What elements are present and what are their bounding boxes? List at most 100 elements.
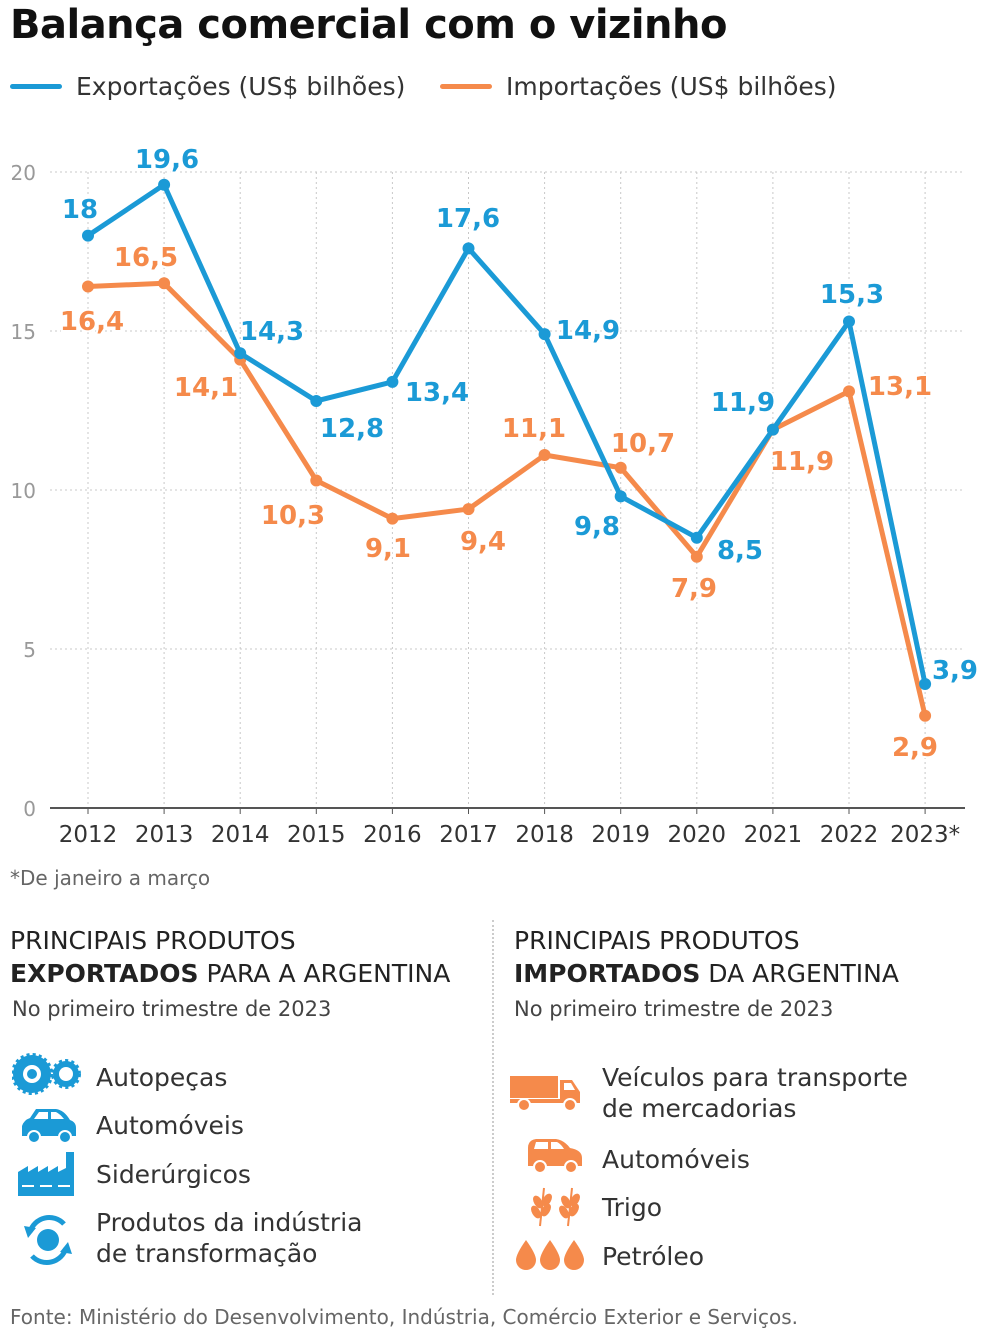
x-tick-label: 2014 bbox=[211, 822, 270, 848]
x-tick-label: 2019 bbox=[591, 822, 650, 848]
data-label-exports: 17,6 bbox=[436, 204, 500, 234]
gears-icon bbox=[12, 1053, 81, 1095]
data-label-exports: 15,3 bbox=[820, 280, 884, 310]
data-point-exports bbox=[690, 531, 703, 544]
data-label-imports: 9,1 bbox=[365, 534, 411, 564]
exports-heading-bold: EXPORTADOS bbox=[10, 959, 199, 988]
data-label-imports: 16,4 bbox=[60, 307, 124, 337]
legend-exports: Exportações (US$ bilhões) bbox=[10, 72, 405, 101]
y-tick-label: 15 bbox=[11, 320, 36, 344]
data-point-exports bbox=[158, 178, 171, 191]
car-icon bbox=[22, 1109, 76, 1144]
data-point-imports bbox=[690, 550, 703, 563]
data-point-exports bbox=[843, 315, 855, 328]
data-point-imports bbox=[919, 709, 932, 722]
data-label-imports: 10,7 bbox=[611, 429, 675, 459]
wheat-icon bbox=[531, 1187, 580, 1227]
legend-label-exports: Exportações (US$ bilhões) bbox=[76, 72, 406, 101]
series-line-exports bbox=[86, 182, 928, 685]
imports-subtitle: No primeiro trimestre de 2023 bbox=[514, 997, 834, 1021]
data-label-imports: 11,1 bbox=[502, 414, 566, 444]
data-label-imports: 11,9 bbox=[770, 447, 834, 477]
imports-heading-rest: DA ARGENTINA bbox=[700, 959, 899, 988]
import-item-automoveis: Automóveis bbox=[602, 1145, 750, 1174]
data-point-imports bbox=[614, 461, 627, 474]
x-tick-label: 2023* bbox=[890, 822, 960, 848]
data-label-exports: 9,8 bbox=[574, 512, 620, 542]
data-point-imports bbox=[82, 280, 94, 293]
y-tick-label: 5 bbox=[23, 638, 36, 662]
data-label-exports: 11,9 bbox=[711, 388, 775, 418]
data-label-exports: 18 bbox=[62, 195, 98, 225]
x-tick-label: 2018 bbox=[515, 822, 574, 848]
line-chart: 0 5 10 15 20 2012 2013 2014 2015 2016 2017 2018 2019… bbox=[11, 143, 980, 848]
x-tick-label: 2022 bbox=[820, 822, 879, 848]
data-label-exports: 19,6 bbox=[135, 145, 199, 175]
data-point-imports bbox=[386, 512, 399, 525]
data-point-exports bbox=[82, 229, 94, 242]
data-label-exports: 8,5 bbox=[717, 536, 763, 566]
imports-heading-bold: IMPORTADOS bbox=[514, 959, 701, 988]
legend-swatch-exports bbox=[10, 84, 62, 89]
source-note: Fonte: Ministério do Desenvolvimento, In… bbox=[10, 1305, 798, 1329]
data-point-exports bbox=[766, 423, 779, 436]
x-tick-label: 2016 bbox=[363, 822, 422, 848]
data-point-imports bbox=[158, 277, 171, 290]
export-item-automoveis: Automóveis bbox=[96, 1111, 244, 1140]
x-tick-label: 2015 bbox=[287, 822, 346, 848]
data-label-imports: 2,9 bbox=[892, 733, 938, 763]
series-line-imports bbox=[87, 280, 928, 717]
legend-imports: Importações (US$ bilhões) bbox=[440, 72, 837, 101]
y-tick-label: 10 bbox=[11, 479, 36, 503]
x-tick-label: 2020 bbox=[668, 822, 727, 848]
exports-heading-line1: PRINCIPAIS PRODUTOS bbox=[10, 926, 296, 955]
data-point-imports bbox=[462, 503, 475, 516]
factory-icon bbox=[18, 1152, 74, 1196]
data-label-exports: 3,9 bbox=[932, 656, 978, 686]
data-point-exports bbox=[538, 328, 551, 341]
x-tick-label: 2012 bbox=[59, 822, 118, 848]
imports-heading: PRINCIPAIS PRODUTOS IMPORTADOS DA ARGENT… bbox=[514, 924, 899, 990]
data-point-imports bbox=[538, 449, 551, 462]
data-point-exports bbox=[919, 677, 932, 690]
exports-heading: PRINCIPAIS PRODUTOS EXPORTADOS PARA A AR… bbox=[10, 924, 450, 990]
data-point-imports bbox=[310, 474, 323, 487]
data-point-exports bbox=[234, 347, 247, 360]
oil-drops-icon bbox=[516, 1240, 584, 1270]
data-label-imports: 7,9 bbox=[671, 574, 717, 604]
section-divider bbox=[492, 920, 494, 1295]
legend-swatch-imports bbox=[440, 84, 492, 89]
import-item-trigo: Trigo bbox=[602, 1193, 662, 1222]
exports-heading-rest: PARA A ARGENTINA bbox=[198, 959, 451, 988]
data-point-exports bbox=[462, 242, 475, 255]
car-icon bbox=[528, 1139, 582, 1174]
data-label-exports: 14,3 bbox=[240, 317, 304, 347]
x-tick-label: 2013 bbox=[135, 822, 194, 848]
imports-heading-line1: PRINCIPAIS PRODUTOS bbox=[514, 926, 800, 955]
legend-label-imports: Importações (US$ bilhões) bbox=[506, 72, 837, 101]
page-title: Balança comercial com o vizinho bbox=[10, 2, 727, 48]
export-item-transformacao: Produtos da indústria de transformação bbox=[96, 1208, 363, 1268]
data-point-exports bbox=[386, 375, 399, 388]
recycle-icon bbox=[24, 1215, 72, 1265]
x-tick-label: 2021 bbox=[744, 822, 803, 848]
truck-icon bbox=[510, 1076, 580, 1112]
data-point-exports bbox=[310, 394, 323, 407]
export-item-autopecas: Autopeças bbox=[96, 1063, 228, 1092]
data-label-imports: 13,1 bbox=[868, 372, 932, 402]
data-label-exports: 14,9 bbox=[556, 316, 620, 346]
data-label-exports: 12,8 bbox=[320, 414, 384, 444]
data-point-exports bbox=[614, 490, 627, 503]
data-label-imports: 14,1 bbox=[174, 373, 238, 403]
export-item-siderurgicos: Siderúrgicos bbox=[96, 1160, 251, 1189]
y-tick-label: 20 bbox=[11, 161, 36, 185]
x-tick-label: 2017 bbox=[439, 822, 498, 848]
import-item-veiculos: Veículos para transporte de mercadorias bbox=[602, 1063, 908, 1123]
data-label-imports: 10,3 bbox=[261, 501, 325, 531]
data-point-imports bbox=[843, 385, 855, 398]
data-label-exports: 13,4 bbox=[405, 378, 469, 408]
data-label-imports: 9,4 bbox=[460, 527, 506, 557]
exports-subtitle: No primeiro trimestre de 2023 bbox=[12, 997, 332, 1021]
footnote: *De janeiro a março bbox=[10, 866, 211, 890]
